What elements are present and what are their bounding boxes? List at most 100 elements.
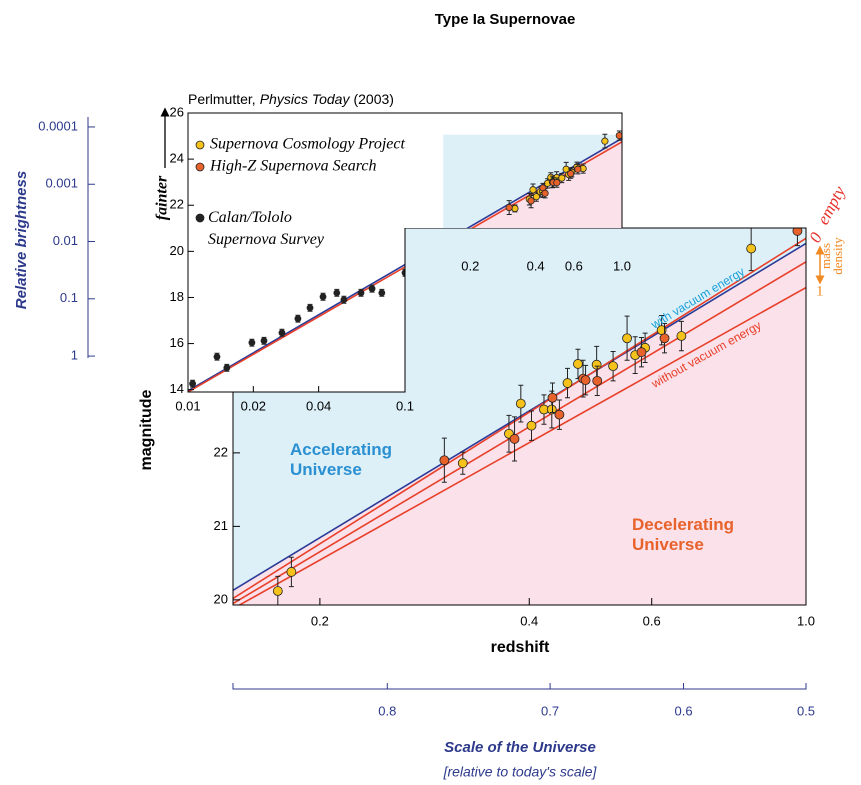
x-tick-label: 0.4 xyxy=(520,613,538,628)
point xyxy=(676,331,687,341)
point xyxy=(526,420,537,431)
point xyxy=(509,434,520,444)
point xyxy=(515,398,526,409)
scale-tick-label: 0.7 xyxy=(541,703,559,718)
point xyxy=(278,329,286,337)
point xyxy=(333,289,341,297)
scale-tick-label: 0.6 xyxy=(674,703,692,718)
model-line xyxy=(233,261,806,605)
point xyxy=(189,380,196,388)
legend-marker xyxy=(195,213,205,223)
annotation: empty xyxy=(813,183,849,228)
brightness-tick-label: 0.001 xyxy=(45,176,78,191)
annotation: 1 xyxy=(816,283,824,299)
point xyxy=(529,186,537,194)
point xyxy=(615,131,622,140)
source-year: (2003) xyxy=(353,91,393,107)
point xyxy=(574,165,582,173)
y-tick-label: 20 xyxy=(214,591,228,606)
inset-frame xyxy=(187,112,623,393)
point xyxy=(457,458,468,469)
legend-label: High-Z Supernova Search xyxy=(209,158,377,175)
annotation: Accelerating Universe xyxy=(290,440,393,479)
point xyxy=(580,375,591,386)
point xyxy=(746,243,757,254)
point xyxy=(319,293,327,301)
inset-y-tick-label: 18 xyxy=(170,289,184,304)
inset-y-tick-label: 16 xyxy=(170,335,184,350)
source-author: Perlmutter, xyxy=(188,91,256,107)
inset-y-label: fainter xyxy=(154,175,171,220)
point xyxy=(260,337,268,345)
inset-x-tick-label: 0.1 xyxy=(396,398,414,413)
point xyxy=(340,296,348,304)
point xyxy=(562,378,573,388)
point xyxy=(591,359,602,370)
extra-axes: 0.0001 0.001 0.01 0.1 1 Relative brightness 0.… xyxy=(13,117,815,780)
point xyxy=(792,228,803,236)
x-tick-label: 0.6 xyxy=(643,613,661,628)
brightness-axis-label: Relative brightness xyxy=(13,171,30,309)
brightness-tick-label: 0.1 xyxy=(60,290,78,305)
point xyxy=(547,392,558,403)
main-content xyxy=(233,228,806,605)
model-line xyxy=(233,242,806,591)
model-line xyxy=(233,237,806,600)
source-journal: Physics Today xyxy=(260,91,351,107)
inset-x-tick-label: 0.01 xyxy=(175,398,200,413)
inset-y-tick-label: 24 xyxy=(170,151,184,166)
point xyxy=(439,455,450,466)
point xyxy=(553,179,561,187)
x-tick-label: 0.2 xyxy=(311,613,329,628)
brightness-tick-label: 0.01 xyxy=(53,233,78,248)
scale-tick-label: 0.5 xyxy=(797,703,815,718)
legend-label: Calan/Tololo Supernova Survey xyxy=(208,209,324,248)
point xyxy=(357,289,365,297)
point xyxy=(601,137,609,145)
inset-x-tick-label: 0.04 xyxy=(306,398,331,413)
point xyxy=(573,359,583,369)
point xyxy=(272,586,283,596)
legend-marker xyxy=(195,162,205,172)
x-axis-label: redshift xyxy=(491,639,550,656)
point xyxy=(546,404,557,415)
legend-marker xyxy=(195,140,205,150)
point xyxy=(622,333,632,344)
point xyxy=(592,375,603,386)
point xyxy=(368,285,376,293)
point xyxy=(248,339,256,347)
point xyxy=(213,353,221,361)
y-axis-label: magnitude xyxy=(138,389,155,470)
point xyxy=(511,204,519,213)
inset-y-tick-label: 26 xyxy=(170,104,184,119)
inset-y-tick-label: 22 xyxy=(170,197,184,212)
point xyxy=(554,409,565,420)
point xyxy=(505,203,513,212)
scale-axis-sublabel: [relative to today's scale] xyxy=(443,764,598,780)
point xyxy=(306,304,314,312)
point xyxy=(608,361,619,372)
point xyxy=(286,567,297,577)
annotation: mass density xyxy=(818,237,845,275)
legend-label: Supernova Cosmology Project xyxy=(210,136,405,153)
inset-source: Perlmutter, Physics Today (2003) xyxy=(188,91,394,107)
point xyxy=(567,170,575,178)
chart-title: Type Ia Supernovae xyxy=(435,11,576,28)
inset-box-tick-label: 1.0 xyxy=(613,258,631,273)
inset-box-tick-label: 0.4 xyxy=(527,258,545,273)
inset-box-tick-label: 0.2 xyxy=(461,258,479,273)
y-tick-label: 22 xyxy=(214,444,228,459)
point xyxy=(294,315,302,323)
inset-x-tick-label: 0.02 xyxy=(241,398,266,413)
point xyxy=(532,193,540,201)
brightness-tick-label: 1 xyxy=(71,348,78,363)
scale-axis-label: Scale of the Universe xyxy=(444,739,596,756)
x-tick-label: 1.0 xyxy=(797,613,815,628)
inset-box-tick-label: 0.6 xyxy=(565,258,583,273)
annotation: Decelerating Universe xyxy=(632,515,735,554)
point xyxy=(636,347,647,358)
point xyxy=(223,364,231,372)
